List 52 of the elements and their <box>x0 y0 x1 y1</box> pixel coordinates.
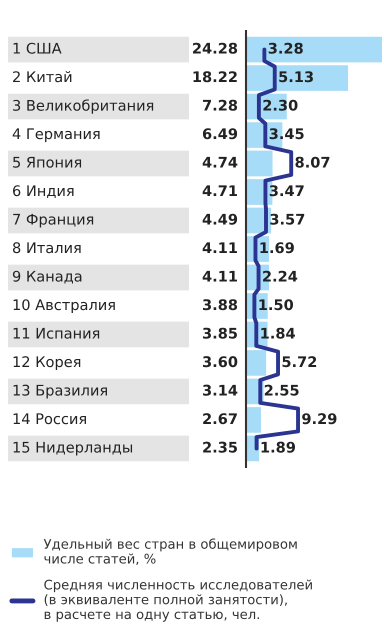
y-tick-label: 10 Австралия <box>14 299 115 314</box>
y-tick-label: 14 Россия <box>14 413 86 424</box>
y-tick-label: 13 Бразилия <box>14 384 107 399</box>
data-label: 1.69 <box>260 242 294 254</box>
data-label: 1.84 <box>261 328 295 339</box>
data-label: 3.88 <box>202 299 238 310</box>
legend-label: Средняя численность исследователей (в эквиваленте полной занятости), в расчете на одну статью, чел. <box>44 579 312 622</box>
y-tick-label: 4 Германия <box>12 128 100 142</box>
y-tick-label: 7 Франция <box>13 214 94 228</box>
y-tick-label: 15 Нидерланды <box>14 442 132 456</box>
data-label: 5.72 <box>282 356 316 368</box>
data-label: 4.49 <box>202 214 238 225</box>
data-label: 3.45 <box>270 128 304 140</box>
y-tick-label: 6 Индия <box>13 185 74 198</box>
data-label: 3.57 <box>270 214 304 225</box>
data-label: 2.55 <box>264 384 299 396</box>
data-label: 2.24 <box>263 270 298 282</box>
y-tick-label: 11 Испания <box>14 328 100 339</box>
y-tick-label: 12 Корея <box>14 356 80 370</box>
legend-label: Удельный вес стран в общемировом числе статей, % <box>44 538 297 565</box>
y-tick-label: 5 Япония <box>13 156 82 168</box>
bar <box>246 65 348 91</box>
y-tick-label: 8 Италия <box>12 242 81 254</box>
y-tick-label: 1 США <box>14 42 62 54</box>
y-tick-label: 9 Канада <box>12 270 82 284</box>
data-label: 4.11 <box>202 270 237 282</box>
data-label: 4.71 <box>202 185 237 196</box>
y-tick-label: 2 Китай <box>13 71 72 82</box>
data-label: 3.14 <box>202 384 238 396</box>
data-label: 8.07 <box>295 156 330 168</box>
data-label: 24.28 <box>193 42 238 54</box>
bar <box>246 36 382 62</box>
data-label: 2.67 <box>203 413 237 424</box>
bar <box>246 150 273 176</box>
data-label: 2.30 <box>263 100 298 111</box>
data-label: 9.29 <box>302 413 336 424</box>
data-label: 2.35 <box>203 442 237 453</box>
y-tick-label: 3 Великобритания <box>13 99 154 114</box>
data-label: 1.50 <box>259 299 294 310</box>
data-label: 18.22 <box>194 71 237 82</box>
data-label: 3.85 <box>202 328 237 339</box>
data-label: 3.28 <box>268 42 303 54</box>
data-label: 4.11 <box>202 242 237 254</box>
bar <box>246 350 266 376</box>
data-label: 3.47 <box>270 185 304 196</box>
bar <box>246 407 261 433</box>
data-label: 3.60 <box>202 356 238 368</box>
data-label: 4.74 <box>202 156 238 168</box>
data-label: 5.13 <box>279 71 313 82</box>
data-label: 1.89 <box>262 442 295 453</box>
data-label: 6.49 <box>202 128 238 140</box>
data-label: 7.28 <box>202 100 238 111</box>
